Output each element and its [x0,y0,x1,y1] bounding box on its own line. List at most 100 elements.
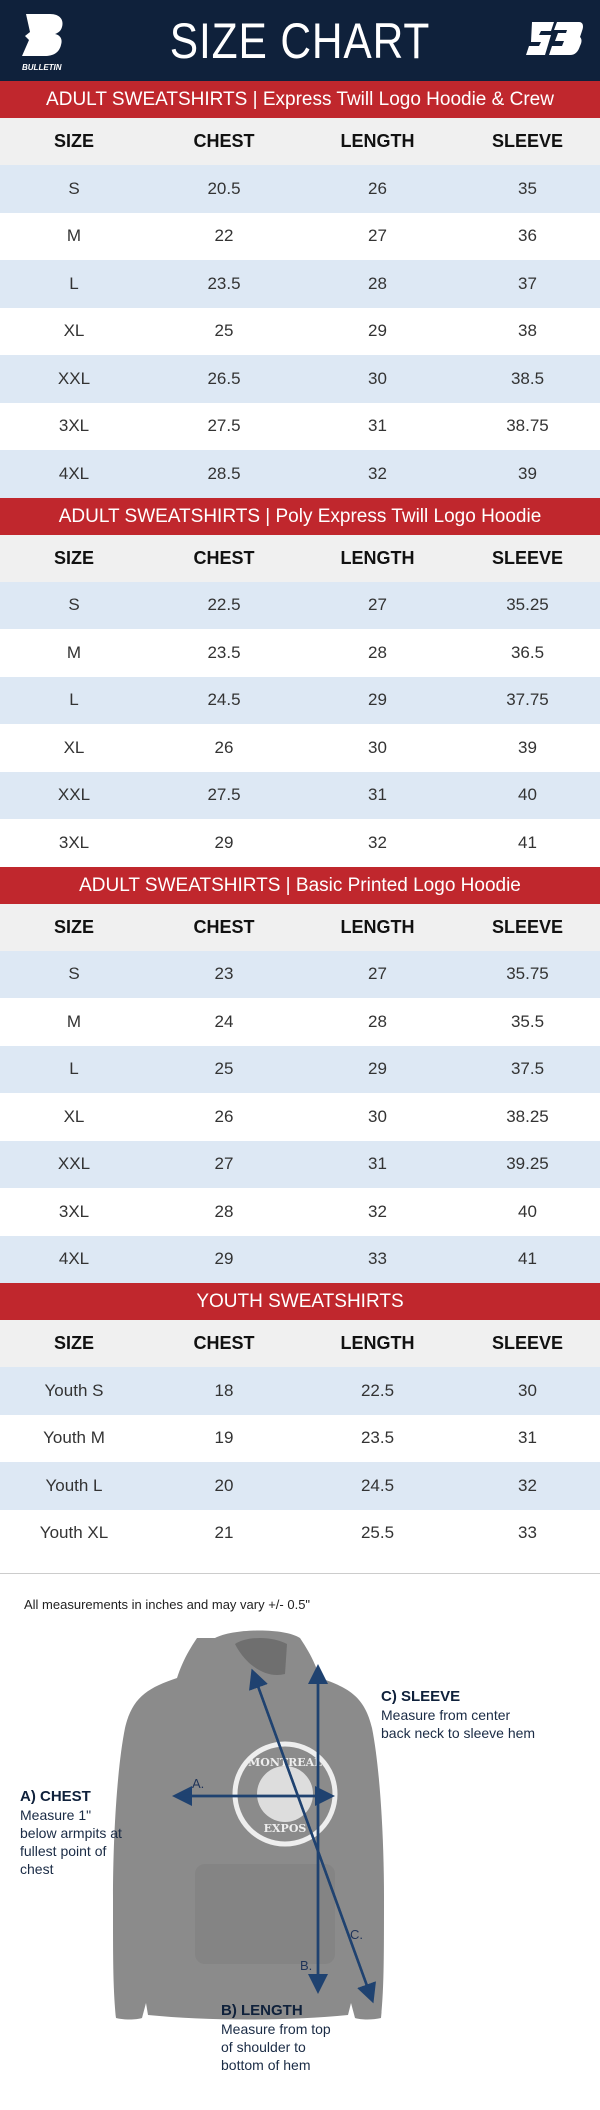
table-cell: 35.5 [510,1011,545,1031]
table-cell: M [66,642,82,662]
table-cell: 26 [214,737,234,757]
section-title: ADULT SWEATSHIRTS | Express Twill Logo H… [0,81,600,118]
page-title: SIZE CHART [169,13,431,69]
table-row: S 20.5 26 35 [0,165,600,213]
table-cell: 36 [518,226,537,246]
table-cell: 40 [518,785,537,805]
section-title: ADULT SWEATSHIRTS | Basic Printed Logo H… [0,866,600,904]
table-row: XXL 27 31 39.25 [0,1140,600,1188]
table-cell: L [69,273,79,293]
table-cell: 29 [368,1059,387,1079]
table-row: XL 25 29 38 [0,307,600,355]
table-cell: 24.5 [360,1475,395,1495]
table-row: M 23.5 28 36.5 [0,629,600,677]
column-header: SIZE [53,916,94,937]
table-row: 3XL 28 32 40 [0,1188,600,1236]
section-title: YOUTH SWEATSHIRTS [0,1283,600,1320]
table-cell: 39 [518,463,537,483]
graphic-text-bottom: EXPOS [264,1822,307,1835]
table-row: Youth L 20 24.5 32 [0,1462,600,1510]
column-header: CHEST [193,131,255,151]
svg-text:BULLETIN: BULLETIN [22,63,62,72]
table-cell: 21 [214,1523,234,1543]
table-row: 4XL 29 33 41 [0,1235,600,1283]
marker-b: B. [300,1958,312,1973]
table-cell: Youth M [43,1428,105,1448]
table-cell: 25 [214,321,234,341]
table-header-row: SIZE CHEST LENGTH SLEEVE [0,534,600,582]
table-cell: L [69,1059,79,1079]
table-cell: 27 [368,964,387,984]
length-title: B) LENGTH [221,2002,303,2019]
table-cell: XL [63,1106,85,1126]
sleeve-label: C) SLEEVE Measure from center back neck t… [381,1688,541,1742]
table-row: XXL 26.5 30 38.5 [0,355,600,403]
page-header: BULLETIN SIZE CHART [0,0,600,81]
table-cell: 29 [214,1249,234,1269]
table-cell: 32 [368,463,387,483]
table-cell: 22.5 [207,595,241,615]
table-cell: 37 [518,273,537,293]
table-row: L 23.5 28 37 [0,260,600,308]
table-cell: 30 [368,737,387,757]
table-cell: 32 [368,832,387,852]
table-cell: 35 [518,178,537,198]
table-cell: 31 [368,785,387,805]
length-label: B) LENGTH Measure from top of shoulder to… [221,2002,331,2074]
marker-a: A. [192,1776,204,1791]
column-header: SIZE [53,1333,94,1353]
chest-desc: Measure 1" below armpits at fullest poin… [20,1807,122,1877]
measurement-note: All measurements in inches and may vary … [24,1597,311,1612]
divider [0,1573,600,1574]
table-cell: XXL [57,785,91,805]
length-desc: Measure from top of shoulder to bottom o… [221,2021,331,2073]
table-cell: 32 [518,1475,537,1495]
table-cell: M [66,226,82,246]
size-tables: ADULT SWEATSHIRTS | Express Twill Logo H… [0,81,600,1557]
table-cell: 27.5 [207,416,241,436]
table-cell: 38 [518,321,537,341]
table-cell: 31 [368,416,387,436]
table-cell: 28 [368,1011,387,1031]
table-cell: 31 [368,1154,387,1174]
table-cell: 33 [518,1523,537,1543]
table-cell: 23.5 [360,1428,395,1448]
column-header: LENGTH [340,547,415,568]
table-cell: XL [63,737,85,757]
column-header: CHEST [193,547,255,568]
column-header: CHEST [193,1333,255,1353]
table-row: XL 26 30 39 [0,724,600,772]
table-cell: 26.5 [207,368,241,388]
table-cell: 38.25 [506,1106,549,1126]
table-cell: S [68,595,80,615]
column-header: LENGTH [340,131,415,151]
table-row: Youth M 19 23.5 31 [0,1414,600,1462]
table-cell: 35.25 [506,595,549,615]
table-cell: 19 [214,1428,234,1448]
column-header: LENGTH [340,916,415,937]
table-cell: 18 [214,1380,234,1400]
table-cell: 30 [368,1106,387,1126]
bulletin-logo: BULLETIN [22,14,63,72]
table-cell: 20 [214,1475,234,1495]
table-cell: 40 [518,1201,537,1221]
column-header: LENGTH [340,1333,415,1353]
table-row: XL 26 30 38.25 [0,1093,600,1141]
table-cell: XL [63,321,85,341]
table-cell: 28.5 [207,463,241,483]
hoodie-diagram: MONTREAL EXPOS A. B. C. [113,1630,384,2020]
table-cell: 38.75 [506,416,549,436]
table-cell: 37.75 [506,690,549,710]
column-header: SIZE [53,547,94,568]
table-cell: 27 [214,1154,234,1174]
table-row: 4XL 28.5 32 39 [0,450,600,498]
table-row: 3XL 27.5 31 38.75 [0,402,600,450]
chest-title: A) CHEST [20,1788,91,1805]
table-cell: 37.5 [510,1059,545,1079]
table-cell: 29 [368,690,387,710]
table-row: Youth S 18 22.5 30 [0,1367,600,1415]
table-cell: M [66,1011,82,1031]
section-title: ADULT SWEATSHIRTS | Poly Express Twill L… [0,497,600,535]
table-cell: 32 [368,1201,387,1221]
table-cell: 39 [518,737,537,757]
